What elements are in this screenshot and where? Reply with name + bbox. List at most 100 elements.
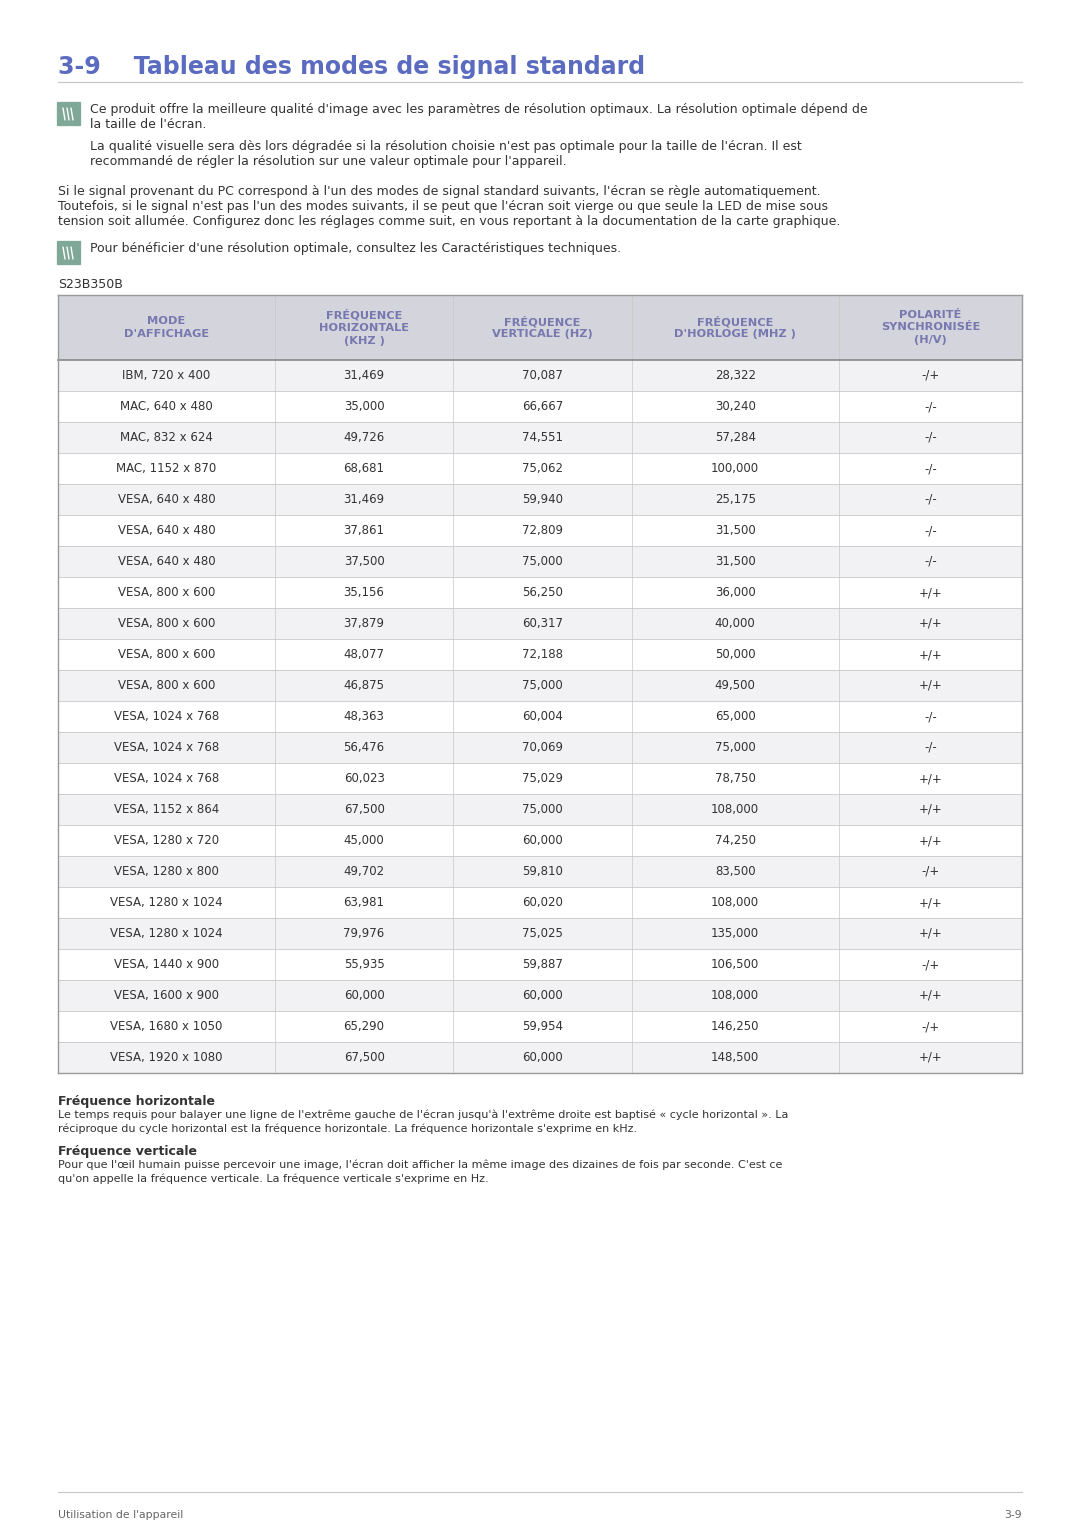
Text: VESA, 640 x 480: VESA, 640 x 480 bbox=[118, 524, 215, 538]
Bar bbox=[58, 731, 1022, 764]
Text: 57,284: 57,284 bbox=[715, 431, 756, 444]
Text: +/+: +/+ bbox=[919, 680, 942, 692]
Bar bbox=[58, 794, 1022, 825]
Bar bbox=[58, 948, 1022, 980]
Text: 67,500: 67,500 bbox=[343, 803, 384, 815]
Text: 50,000: 50,000 bbox=[715, 647, 756, 661]
Text: 65,290: 65,290 bbox=[343, 1020, 384, 1032]
Text: VESA, 640 x 480: VESA, 640 x 480 bbox=[118, 493, 215, 505]
Text: 48,363: 48,363 bbox=[343, 710, 384, 722]
Text: 108,000: 108,000 bbox=[711, 896, 759, 909]
Text: 35,156: 35,156 bbox=[343, 586, 384, 599]
Text: Toutefois, si le signal n'est pas l'un des modes suivants, il se peut que l'écra: Toutefois, si le signal n'est pas l'un d… bbox=[58, 200, 828, 212]
Bar bbox=[58, 391, 1022, 421]
Text: 46,875: 46,875 bbox=[343, 680, 384, 692]
Text: 31,469: 31,469 bbox=[343, 370, 384, 382]
Text: 36,000: 36,000 bbox=[715, 586, 756, 599]
Text: VESA, 1152 x 864: VESA, 1152 x 864 bbox=[113, 803, 219, 815]
Text: +/+: +/+ bbox=[919, 927, 942, 941]
Bar bbox=[58, 547, 1022, 577]
Bar bbox=[58, 764, 1022, 794]
Text: 55,935: 55,935 bbox=[343, 957, 384, 971]
Text: 37,861: 37,861 bbox=[343, 524, 384, 538]
Text: VESA, 1440 x 900: VESA, 1440 x 900 bbox=[113, 957, 219, 971]
Text: 79,976: 79,976 bbox=[343, 927, 384, 941]
Text: 60,000: 60,000 bbox=[522, 1051, 563, 1064]
FancyBboxPatch shape bbox=[56, 101, 81, 127]
Text: 78,750: 78,750 bbox=[715, 773, 756, 785]
Text: 65,000: 65,000 bbox=[715, 710, 756, 722]
Bar bbox=[58, 670, 1022, 701]
Text: 60,004: 60,004 bbox=[522, 710, 563, 722]
Text: 75,029: 75,029 bbox=[522, 773, 563, 785]
Text: 60,000: 60,000 bbox=[522, 989, 563, 1002]
Text: 75,062: 75,062 bbox=[522, 463, 563, 475]
Text: 37,879: 37,879 bbox=[343, 617, 384, 631]
Text: Fréquence verticale: Fréquence verticale bbox=[58, 1145, 197, 1157]
Text: 146,250: 146,250 bbox=[711, 1020, 759, 1032]
Text: VESA, 1920 x 1080: VESA, 1920 x 1080 bbox=[110, 1051, 222, 1064]
Text: POLARITÉ
SYNCHRONISÉE
(H/V): POLARITÉ SYNCHRONISÉE (H/V) bbox=[880, 310, 981, 345]
Text: recommandé de régler la résolution sur une valeur optimale pour l'appareil.: recommandé de régler la résolution sur u… bbox=[90, 156, 567, 168]
Text: +/+: +/+ bbox=[919, 803, 942, 815]
Text: 30,240: 30,240 bbox=[715, 400, 756, 412]
Text: 3-9: 3-9 bbox=[1004, 1510, 1022, 1519]
Text: 106,500: 106,500 bbox=[711, 957, 759, 971]
Text: Le temps requis pour balayer une ligne de l'extrême gauche de l'écran jusqu'à l': Le temps requis pour balayer une ligne d… bbox=[58, 1110, 788, 1121]
Text: qu'on appelle la fréquence verticale. La fréquence verticale s'exprime en Hz.: qu'on appelle la fréquence verticale. La… bbox=[58, 1174, 488, 1185]
Text: 135,000: 135,000 bbox=[711, 927, 759, 941]
Text: MAC, 640 x 480: MAC, 640 x 480 bbox=[120, 400, 213, 412]
Text: 108,000: 108,000 bbox=[711, 989, 759, 1002]
Text: -/-: -/- bbox=[924, 710, 936, 722]
Bar bbox=[58, 484, 1022, 515]
Text: 100,000: 100,000 bbox=[711, 463, 759, 475]
Text: -/-: -/- bbox=[924, 400, 936, 412]
Text: 67,500: 67,500 bbox=[343, 1051, 384, 1064]
Text: S23B350B: S23B350B bbox=[58, 278, 123, 292]
Text: 60,317: 60,317 bbox=[522, 617, 563, 631]
Text: IBM, 720 x 400: IBM, 720 x 400 bbox=[122, 370, 211, 382]
Text: FRÉQUENCE
HORIZONTALE
(KHZ ): FRÉQUENCE HORIZONTALE (KHZ ) bbox=[319, 310, 409, 345]
Text: Utilisation de l'appareil: Utilisation de l'appareil bbox=[58, 1510, 184, 1519]
Text: 31,500: 31,500 bbox=[715, 554, 756, 568]
Text: Si le signal provenant du PC correspond à l'un des modes de signal standard suiv: Si le signal provenant du PC correspond … bbox=[58, 185, 821, 199]
Text: VESA, 800 x 600: VESA, 800 x 600 bbox=[118, 586, 215, 599]
Text: FRÉQUENCE
VERTICALE (HZ): FRÉQUENCE VERTICALE (HZ) bbox=[492, 316, 593, 339]
Text: -/+: -/+ bbox=[921, 957, 940, 971]
Text: 49,702: 49,702 bbox=[343, 864, 384, 878]
Text: 31,469: 31,469 bbox=[343, 493, 384, 505]
Text: VESA, 1600 x 900: VESA, 1600 x 900 bbox=[114, 989, 219, 1002]
Text: 37,500: 37,500 bbox=[343, 554, 384, 568]
Text: VESA, 1280 x 1024: VESA, 1280 x 1024 bbox=[110, 896, 222, 909]
Text: -/+: -/+ bbox=[921, 370, 940, 382]
Text: 108,000: 108,000 bbox=[711, 803, 759, 815]
Text: VESA, 1024 x 768: VESA, 1024 x 768 bbox=[113, 773, 219, 785]
Text: 148,500: 148,500 bbox=[711, 1051, 759, 1064]
Text: 59,810: 59,810 bbox=[522, 864, 563, 878]
Text: 28,322: 28,322 bbox=[715, 370, 756, 382]
Text: tension soit allumée. Configurez donc les réglages comme suit, en vous reportant: tension soit allumée. Configurez donc le… bbox=[58, 215, 840, 228]
Text: VESA, 800 x 600: VESA, 800 x 600 bbox=[118, 617, 215, 631]
Text: 25,175: 25,175 bbox=[715, 493, 756, 505]
Text: 72,809: 72,809 bbox=[522, 524, 563, 538]
Text: 74,551: 74,551 bbox=[522, 431, 563, 444]
Bar bbox=[58, 638, 1022, 670]
Text: 75,000: 75,000 bbox=[715, 741, 756, 754]
Text: 56,250: 56,250 bbox=[522, 586, 563, 599]
Text: +/+: +/+ bbox=[919, 647, 942, 661]
Text: VESA, 1024 x 768: VESA, 1024 x 768 bbox=[113, 710, 219, 722]
Text: 60,000: 60,000 bbox=[522, 834, 563, 847]
Text: -/-: -/- bbox=[924, 524, 936, 538]
Text: +/+: +/+ bbox=[919, 834, 942, 847]
Text: +/+: +/+ bbox=[919, 989, 942, 1002]
Text: 70,087: 70,087 bbox=[522, 370, 563, 382]
Text: Fréquence horizontale: Fréquence horizontale bbox=[58, 1095, 215, 1109]
Bar bbox=[58, 1041, 1022, 1073]
Bar bbox=[58, 577, 1022, 608]
Text: VESA, 1280 x 1024: VESA, 1280 x 1024 bbox=[110, 927, 222, 941]
Text: 66,667: 66,667 bbox=[522, 400, 563, 412]
Bar bbox=[58, 454, 1022, 484]
Text: 83,500: 83,500 bbox=[715, 864, 756, 878]
Text: la taille de l'écran.: la taille de l'écran. bbox=[90, 118, 206, 131]
Text: 60,023: 60,023 bbox=[343, 773, 384, 785]
